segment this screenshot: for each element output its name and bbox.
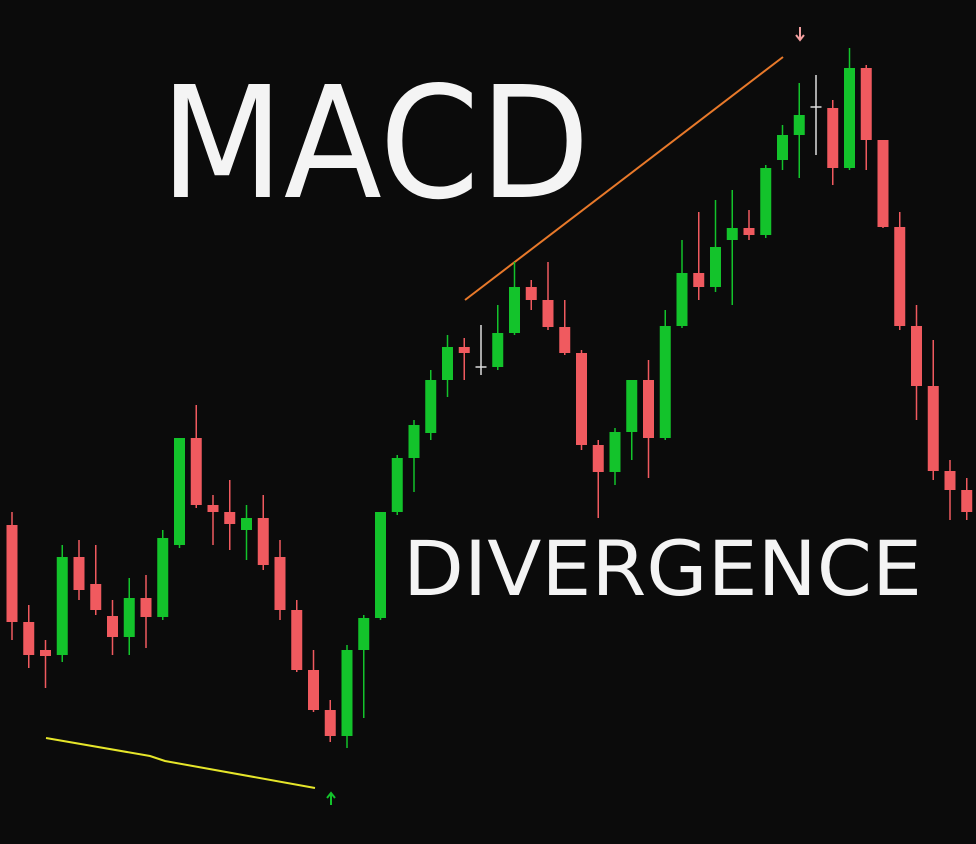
candles — [6, 48, 973, 748]
candle-body — [140, 598, 152, 617]
candle-body — [592, 445, 604, 472]
candle-body — [559, 327, 571, 353]
candle-body — [442, 347, 453, 380]
candle-body — [257, 518, 269, 565]
candle-body — [174, 438, 185, 545]
candle-body — [157, 538, 169, 617]
candle-body — [576, 353, 587, 445]
candle-body — [710, 247, 721, 287]
candle-body — [375, 512, 386, 618]
candle-body — [207, 505, 219, 512]
candle-body — [56, 557, 68, 655]
candle-body — [911, 326, 922, 386]
candle-body — [777, 135, 788, 160]
down-arrow — [795, 27, 805, 42]
candle-body — [40, 650, 51, 656]
candle-body — [291, 610, 303, 670]
candle-body — [827, 108, 839, 168]
chart-title: MACD — [160, 53, 590, 234]
candle-body — [274, 557, 286, 610]
candle-body — [944, 471, 956, 490]
candle-body — [308, 670, 319, 710]
candle-body — [341, 650, 353, 736]
chart-subtitle: DIVERGENCE — [403, 524, 922, 613]
candle-body — [542, 300, 554, 327]
candle-body — [626, 380, 638, 432]
candle-body — [190, 438, 202, 505]
candle-body — [492, 333, 504, 367]
candle-body — [760, 168, 772, 235]
candle-body — [90, 584, 102, 610]
candle-body — [860, 68, 872, 140]
trend-line-low — [45, 737, 316, 789]
candle-body — [894, 227, 906, 326]
candle-body — [509, 287, 520, 333]
candle-body — [743, 228, 755, 235]
candle-body — [927, 386, 939, 471]
candle-body — [726, 228, 738, 240]
candle-body — [425, 380, 437, 433]
candle-body — [6, 525, 18, 622]
candle-body — [659, 326, 671, 438]
candle-body — [107, 616, 118, 637]
candle-body — [458, 347, 470, 353]
candle-body — [73, 557, 85, 590]
candle-body — [224, 512, 236, 524]
candle-body — [358, 618, 370, 650]
candle-body — [961, 490, 973, 512]
candle-body — [23, 622, 35, 655]
up-arrow — [326, 791, 336, 805]
candle-body — [391, 458, 403, 512]
candle-body — [609, 432, 621, 472]
candle-body — [241, 518, 252, 530]
candle-body — [844, 68, 855, 168]
candle-body — [643, 380, 654, 438]
candle-body — [693, 273, 705, 287]
candle-body — [123, 598, 135, 637]
candle-body — [525, 287, 537, 300]
candle-body — [324, 710, 336, 736]
candle-body — [408, 425, 420, 458]
candle-body — [877, 140, 889, 227]
candle-body — [793, 115, 805, 135]
candle-body — [676, 273, 688, 326]
trend-line-price — [464, 56, 784, 301]
